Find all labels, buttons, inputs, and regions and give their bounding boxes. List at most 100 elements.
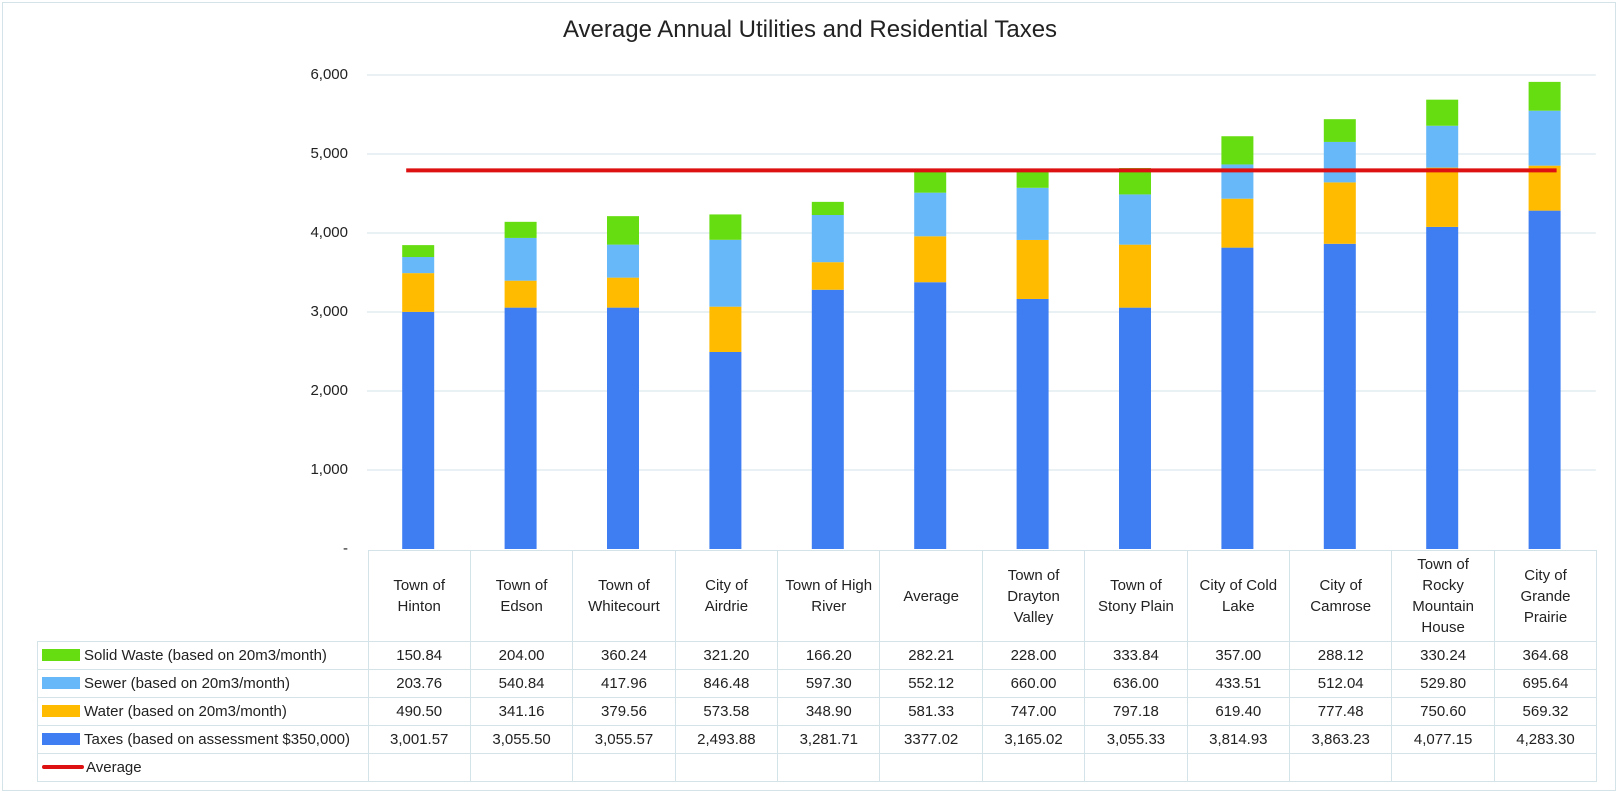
data-label: 3,055.33 — [1084, 725, 1188, 754]
category-label: Town of Edson — [469, 550, 574, 642]
data-label: 3,814.93 — [1186, 725, 1291, 754]
category-label-line: House — [1421, 619, 1465, 636]
data-label: 228.00 — [981, 641, 1086, 670]
y-tick-label: - — [343, 540, 348, 557]
bar-segment — [1016, 169, 1049, 188]
y-tick-label: 3,000 — [310, 303, 348, 320]
bar-segment — [1528, 81, 1561, 111]
empty-cell — [469, 753, 574, 782]
category-label: Town of Whitecourt — [572, 550, 676, 642]
category-label-line: Average — [903, 587, 959, 605]
bar-segment — [1221, 136, 1254, 165]
empty-cell — [777, 753, 881, 782]
bar-segment — [504, 280, 537, 308]
bar-segment — [607, 277, 639, 308]
empty-cell — [1186, 753, 1291, 782]
bar-segment — [1016, 298, 1049, 549]
category-label: Town of Stony Plain — [1084, 550, 1188, 642]
data-label: 166.20 — [777, 641, 881, 670]
legend-label: Average — [86, 759, 142, 776]
category-label-line: Town of — [393, 577, 446, 594]
bar-segment — [1323, 243, 1356, 550]
category-label-line: Grande — [1520, 587, 1571, 605]
empty-cell — [572, 753, 676, 782]
data-label: 203.76 — [367, 669, 471, 698]
data-label: 750.60 — [1391, 697, 1495, 726]
data-label: 777.48 — [1289, 697, 1393, 726]
category-label-line: Town of High — [785, 577, 873, 594]
chart-title: Average Annual Utilities and Residential… — [562, 16, 1058, 43]
data-label: 581.33 — [879, 697, 983, 726]
data-label: 512.04 — [1289, 669, 1393, 698]
table-row: Water (based on 20m3/month) 490.50 341.16 3… — [37, 697, 1598, 726]
category-label: Town of Drayton Valley — [981, 550, 1086, 642]
bar-segment — [709, 239, 742, 307]
empty-cell — [879, 753, 983, 782]
data-label: 4,077.15 — [1391, 725, 1495, 754]
data-label: 3,165.02 — [981, 725, 1086, 754]
data-label: 747.00 — [981, 697, 1086, 726]
bar-segment — [607, 307, 639, 549]
category-label-line: Town of — [598, 577, 650, 594]
category-label: City of Cold Lake — [1186, 550, 1291, 642]
category-label-line: Edson — [500, 598, 543, 615]
empty-cell — [367, 753, 471, 782]
bar-segment — [1221, 198, 1254, 248]
bar-segment — [914, 282, 947, 549]
category-label: Average — [879, 550, 983, 642]
category-label-line: City of — [705, 577, 748, 594]
bar-segment — [709, 214, 742, 240]
bar-segment — [914, 192, 947, 237]
data-label: 333.84 — [1084, 641, 1188, 670]
bar-segment — [1119, 307, 1151, 549]
bar-segment — [1426, 226, 1459, 549]
data-label: 3,281.71 — [777, 725, 881, 754]
data-label: 341.16 — [469, 697, 574, 726]
data-label: 490.50 — [367, 697, 471, 726]
bar-segment — [402, 245, 435, 258]
data-label: 797.18 — [1084, 697, 1188, 726]
legend-swatch — [42, 705, 80, 717]
category-label-line: Valley — [1013, 608, 1054, 626]
bar-segment — [1426, 125, 1459, 168]
bar-segment — [402, 273, 435, 312]
legend-entry: Sewer (based on 20m3/month) — [37, 669, 369, 698]
data-label: 3,055.57 — [572, 725, 676, 754]
category-label-line: River — [811, 598, 847, 615]
bar-segment — [1426, 167, 1459, 227]
bar-segment — [811, 201, 844, 215]
empty-cell — [981, 753, 1086, 782]
data-label: 3,001.57 — [367, 725, 471, 754]
legend-swatch — [42, 733, 80, 745]
table-row: Average — [37, 753, 1598, 782]
bar-segment — [1221, 247, 1254, 549]
data-label: 660.00 — [981, 669, 1086, 698]
data-label: 348.90 — [777, 697, 881, 726]
empty-cell — [1289, 753, 1393, 782]
category-label-line: Rocky — [1422, 577, 1464, 594]
legend-swatch — [42, 649, 80, 661]
category-label-line: Mountain — [1412, 598, 1474, 615]
category-label-line: Lake — [1222, 598, 1255, 615]
bar-segment — [504, 237, 537, 281]
table-row: Taxes (based on assessment $350,000) 3,00… — [37, 725, 1598, 754]
data-label: 529.80 — [1391, 669, 1495, 698]
data-label: 3,863.23 — [1289, 725, 1393, 754]
category-label-line: Town of — [1007, 566, 1060, 584]
data-label: 433.51 — [1186, 669, 1291, 698]
legend-entry: Taxes (based on assessment $350,000) — [37, 725, 369, 754]
category-label: Town of Rocky Mountain House — [1391, 550, 1495, 642]
bar-segment — [811, 262, 844, 290]
data-label: 3,055.50 — [469, 725, 574, 754]
y-tick-label: 6,000 — [310, 66, 348, 83]
category-label-line: City of — [1319, 577, 1362, 594]
data-label: 417.96 — [572, 669, 676, 698]
data-label: 4,283.30 — [1493, 725, 1598, 754]
bar-segment — [504, 221, 537, 238]
bar-segment — [811, 214, 844, 263]
data-label: 3377.02 — [879, 725, 983, 754]
bar-segment — [709, 306, 742, 352]
bar-segment — [1119, 168, 1151, 195]
